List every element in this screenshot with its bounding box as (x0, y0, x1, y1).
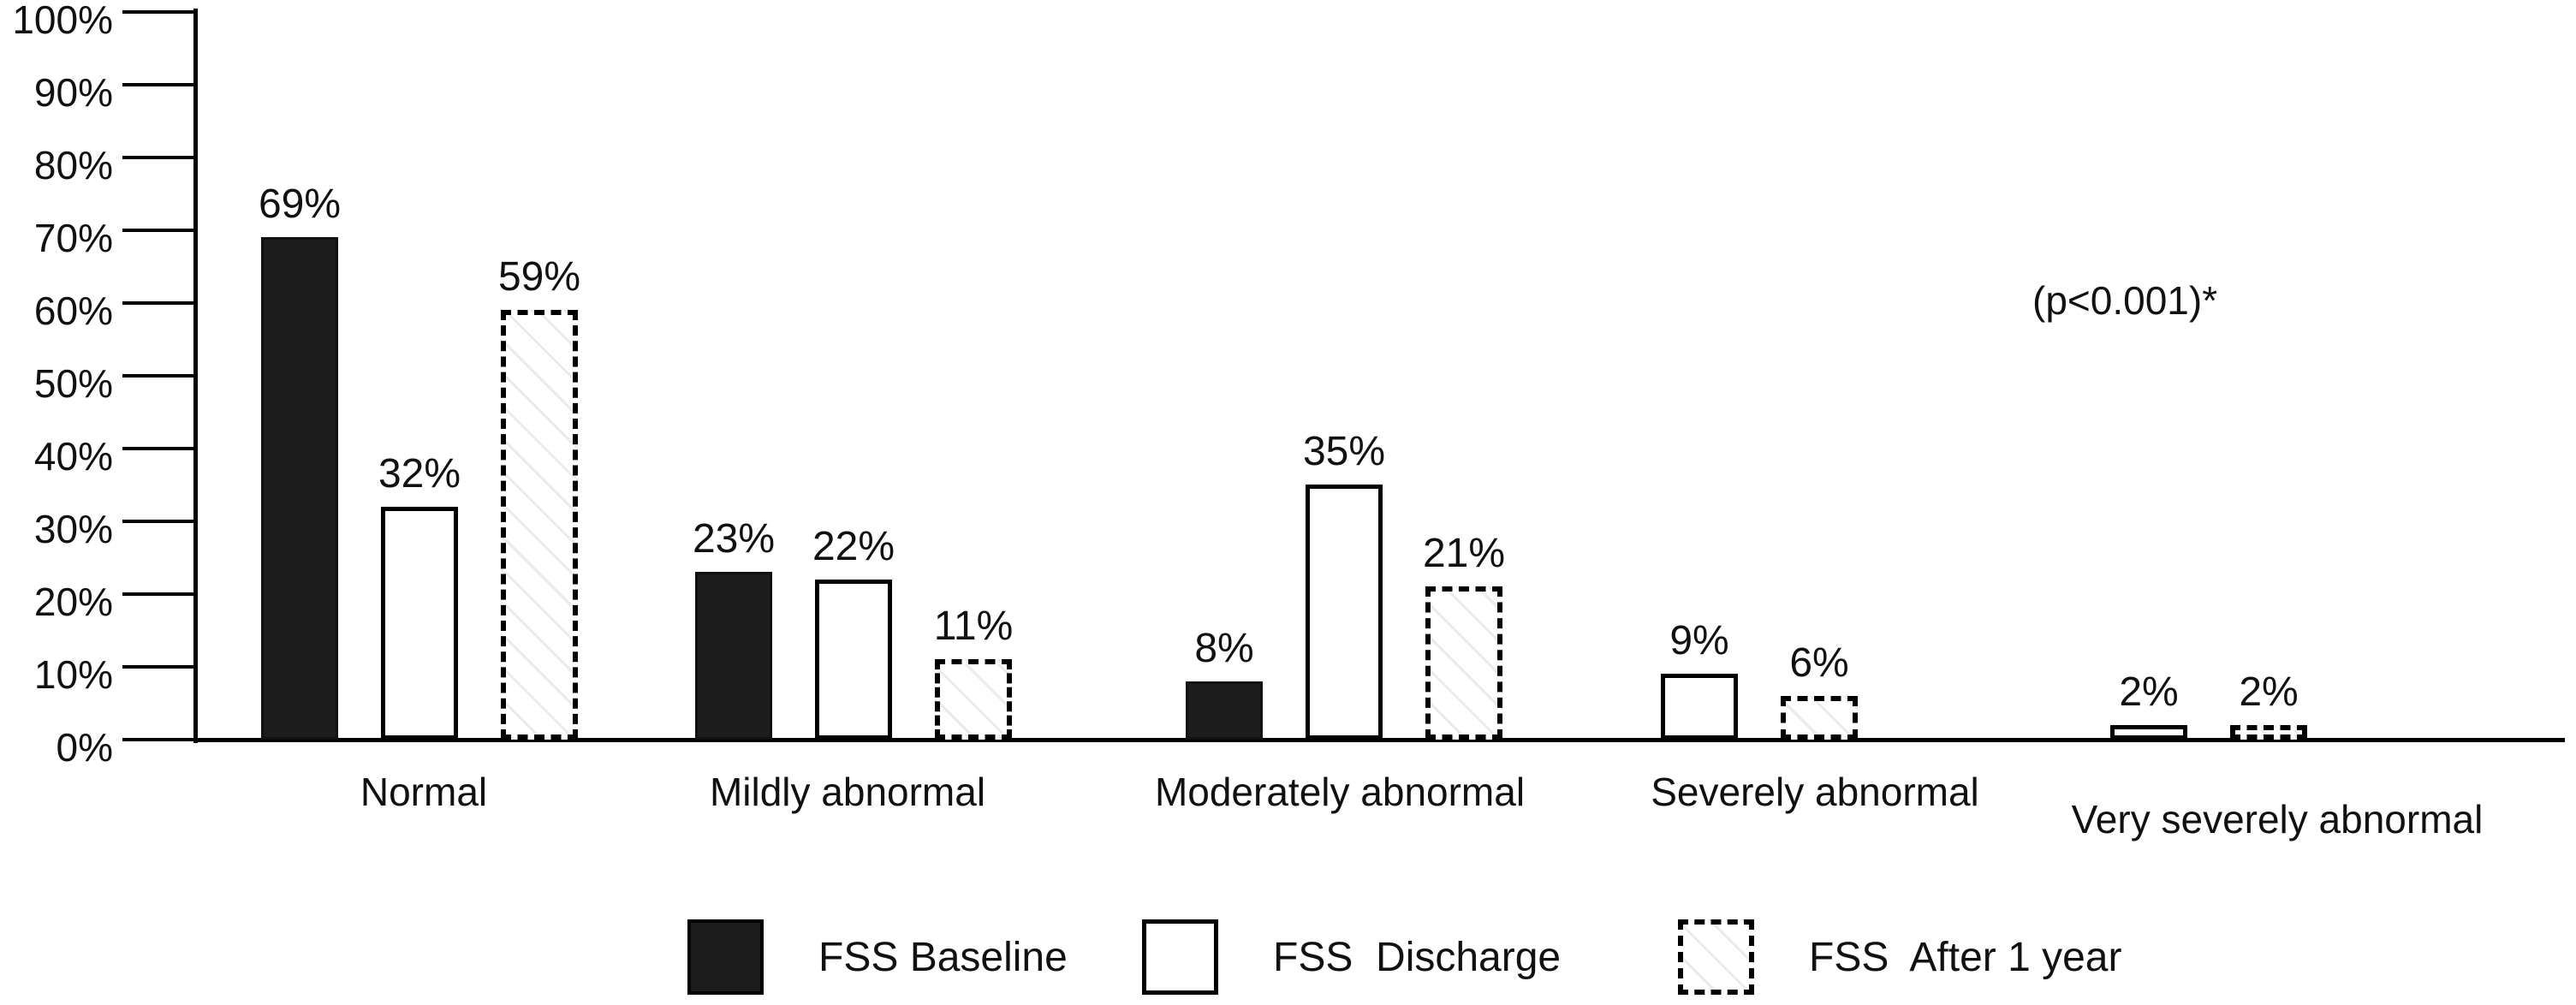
x-label-mildly-abnormal: Mildly abnormal (709, 770, 986, 814)
legend-label-fss-after-1-year: FSS After 1 year (1809, 934, 2122, 980)
y-tick-line-10 (122, 665, 195, 669)
x-label-moderately-abnormal: Moderately abnormal (1154, 770, 1526, 814)
bar-fss-after-1-year-normal (501, 310, 578, 740)
bar-fss-discharge-severely-abnormal (1661, 674, 1738, 740)
y-tick-label-60: 60% (33, 288, 113, 333)
legend-swatch-fss-discharge (1142, 919, 1218, 995)
y-tick-label-30: 30% (33, 507, 113, 551)
y-tick-line-20 (122, 592, 195, 596)
bar-fss-after-1-year-severely-abnormal (1781, 696, 1858, 740)
legend-item-fss-after-1-year: FSS After 1 year (1678, 919, 2121, 995)
bar-fss-baseline-mildly-abnormal (695, 572, 772, 740)
legend-label-fss-baseline: FSS Baseline (818, 934, 1068, 980)
value-label-fss-baseline-normal: 69% (258, 181, 342, 227)
value-label-fss-after-1-year-mildly-abnormal: 11% (933, 604, 1014, 649)
legend-swatch-fss-after-1-year (1678, 919, 1754, 995)
y-tick-label-10: 10% (33, 652, 113, 697)
bar-fss-discharge-mildly-abnormal (815, 580, 892, 740)
y-tick-line-40 (122, 447, 195, 450)
bar-fss-discharge-moderately-abnormal (1306, 485, 1383, 740)
x-label-very-severely-abnormal: Very severely abnormal (2071, 797, 2484, 841)
bar-fss-after-1-year-moderately-abnormal (1425, 586, 1502, 740)
x-axis-baseline (193, 738, 2565, 742)
y-tick-label-0: 0% (56, 725, 113, 770)
value-label-fss-discharge-normal: 32% (378, 451, 461, 497)
y-axis-line (193, 9, 198, 743)
y-tick-line-80 (122, 156, 195, 159)
legend-label-fss-discharge: FSS Discharge (1273, 934, 1562, 980)
value-label-fss-after-1-year-severely-abnormal: 6% (1789, 640, 1849, 686)
y-tick-line-70 (122, 229, 195, 232)
x-label-normal: Normal (360, 770, 488, 814)
y-tick-label-80: 80% (33, 143, 113, 187)
legend-item-fss-baseline: FSS Baseline (687, 919, 1068, 995)
bar-fss-discharge-normal (381, 507, 458, 740)
value-label-fss-after-1-year-moderately-abnormal: 21% (1422, 531, 1506, 576)
bar-fss-after-1-year-very-severely-abnormal (2230, 725, 2307, 740)
x-label-severely-abnormal: Severely abnormal (1651, 770, 1979, 814)
y-tick-line-90 (122, 83, 195, 86)
bar-fss-discharge-very-severely-abnormal (2110, 725, 2187, 740)
value-label-fss-after-1-year-very-severely-abnormal: 2% (2239, 669, 2299, 715)
value-label-fss-discharge-mildly-abnormal: 22% (812, 524, 895, 569)
value-label-fss-baseline-moderately-abnormal: 8% (1194, 626, 1254, 671)
legend-item-fss-discharge: FSS Discharge (1142, 919, 1561, 995)
y-tick-label-70: 70% (33, 216, 113, 260)
value-label-fss-discharge-moderately-abnormal: 35% (1302, 429, 1386, 474)
y-tick-label-20: 20% (33, 580, 113, 624)
y-tick-line-30 (122, 520, 195, 523)
value-label-fss-after-1-year-normal: 59% (497, 254, 581, 300)
y-tick-label-40: 40% (33, 434, 113, 479)
bar-fss-baseline-normal (261, 237, 338, 740)
bar-fss-baseline-moderately-abnormal (1186, 681, 1263, 740)
value-label-fss-discharge-severely-abnormal: 9% (1669, 618, 1729, 663)
y-tick-label-100: 100% (12, 0, 113, 42)
y-tick-label-90: 90% (33, 70, 113, 115)
value-label-fss-discharge-very-severely-abnormal: 2% (2119, 669, 2179, 715)
y-tick-label-50: 50% (33, 361, 113, 406)
y-tick-line-0 (122, 738, 195, 741)
y-tick-line-60 (122, 301, 195, 305)
bar-fss-after-1-year-mildly-abnormal (935, 659, 1012, 740)
p-value-annotation: (p<0.001)* (2032, 278, 2218, 323)
y-tick-line-100 (122, 10, 195, 14)
value-label-fss-baseline-mildly-abnormal: 23% (692, 516, 776, 562)
y-tick-line-50 (122, 374, 195, 378)
legend-swatch-fss-baseline (687, 919, 764, 995)
